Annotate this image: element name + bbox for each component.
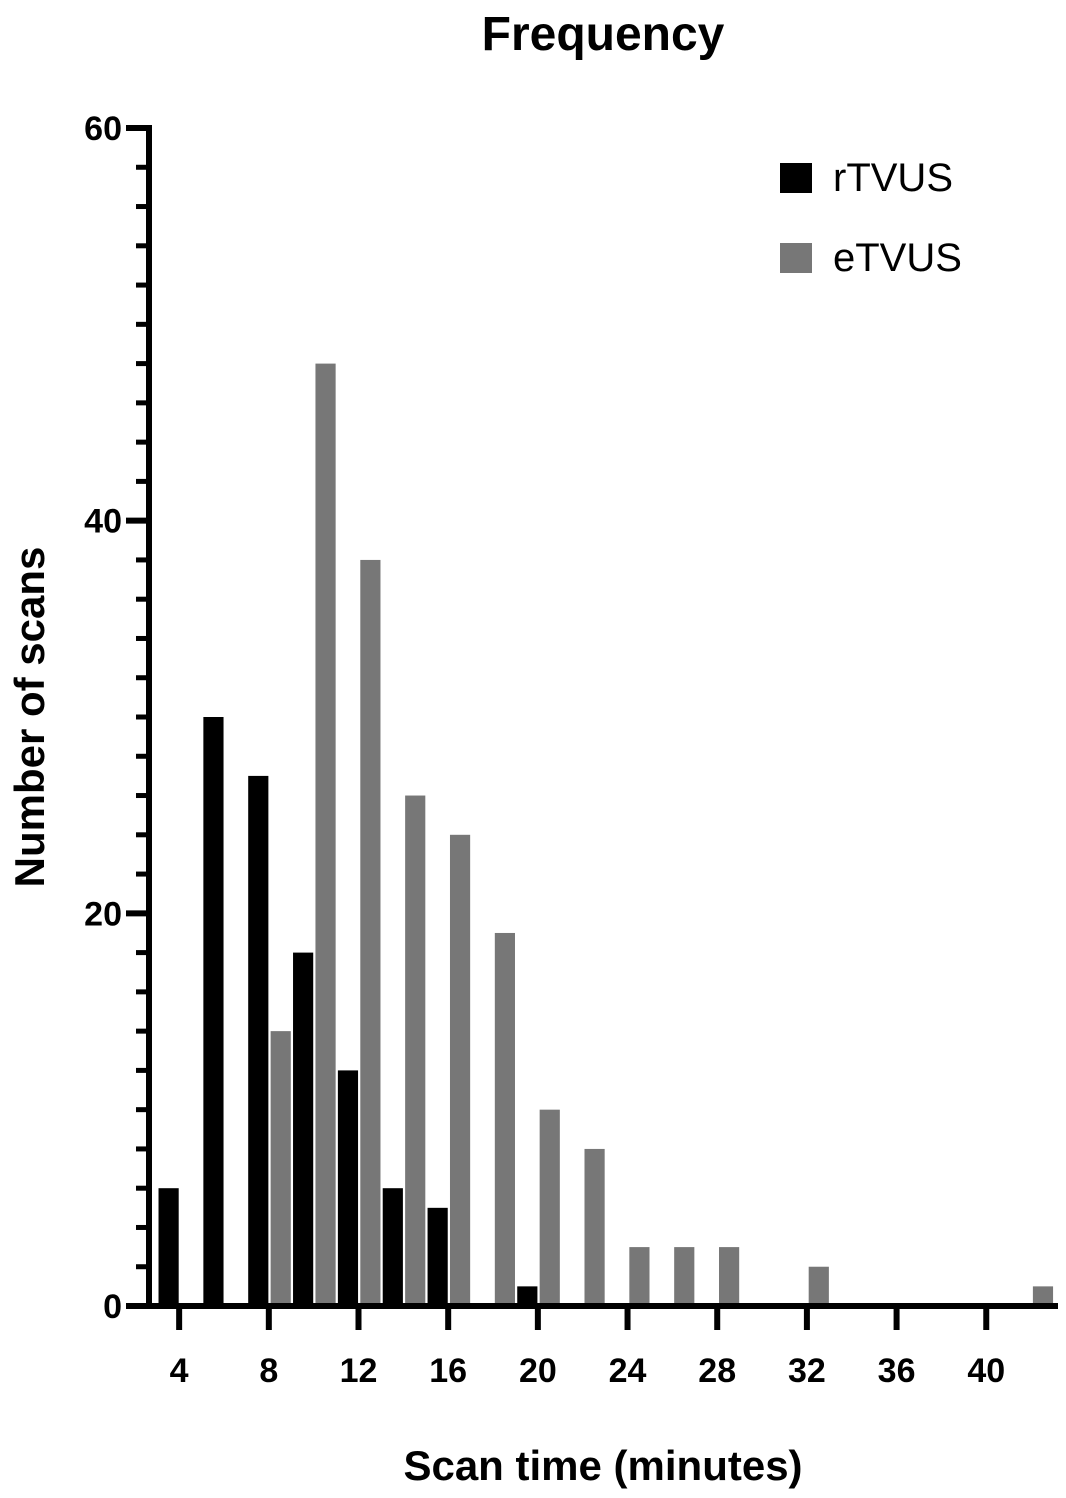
y-tick-label: 0: [103, 1288, 122, 1326]
x-axis-label: Scan time (minutes): [403, 1442, 802, 1489]
x-tick-label: 12: [340, 1352, 378, 1390]
x-tick-label: 28: [698, 1352, 736, 1390]
bar: [293, 952, 314, 1306]
x-tick-label: 8: [259, 1352, 278, 1390]
bar: [337, 1070, 359, 1306]
bar: [248, 775, 269, 1306]
bar: [584, 1148, 605, 1306]
bar: [360, 559, 381, 1306]
x-tick-label: 36: [878, 1352, 916, 1390]
x-tick-label: 16: [429, 1352, 467, 1390]
bar: [158, 1188, 179, 1306]
y-tick-label: 60: [84, 110, 122, 148]
bar: [203, 717, 224, 1306]
bar: [719, 1247, 740, 1306]
x-tick-label: 32: [788, 1352, 826, 1390]
x-tick-label: 40: [967, 1352, 1005, 1390]
bar: [405, 795, 426, 1306]
bar: [539, 1109, 560, 1306]
bar: [629, 1247, 650, 1306]
legend-label: eTVUS: [833, 236, 962, 280]
x-tick-label: 20: [519, 1352, 557, 1390]
bar: [517, 1286, 538, 1306]
chart-title: Frequency: [482, 8, 725, 61]
y-tick-label: 40: [84, 503, 122, 541]
bar: [674, 1247, 695, 1306]
legend-label: rTVUS: [833, 156, 953, 200]
x-tick-label: 4: [170, 1352, 189, 1390]
bar: [315, 363, 336, 1307]
y-axis-label: Number of scans: [6, 547, 53, 888]
bar: [1032, 1286, 1054, 1306]
bar: [427, 1207, 448, 1306]
legend-swatch: [780, 163, 812, 193]
x-tick-label: 24: [609, 1352, 647, 1390]
bar: [382, 1188, 403, 1306]
bar: [494, 932, 515, 1306]
bar: [270, 1031, 291, 1306]
legend-swatch: [780, 243, 812, 273]
bar: [449, 834, 471, 1306]
y-tick-label: 20: [84, 895, 122, 933]
bar: [808, 1266, 829, 1306]
